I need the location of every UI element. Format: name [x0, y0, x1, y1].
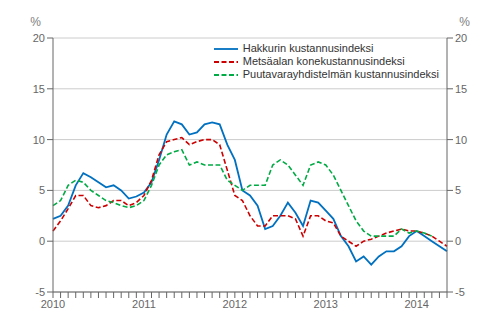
svg-text:10: 10: [33, 134, 45, 146]
svg-text:-5: -5: [35, 286, 45, 298]
html-text:Metsäalan konekustannusindeksi: Metsäalan konekustannusindeksi: [242, 55, 405, 67]
svg-text:2010: 2010: [41, 298, 65, 310]
svg-text:2014: 2014: [404, 298, 428, 310]
svg-text:15: 15: [455, 83, 467, 95]
svg-text:15: 15: [33, 83, 45, 95]
html-text:Hakkurin kustannusindeksi: Hakkurin kustannusindeksi: [242, 42, 374, 54]
svg-text:20: 20: [33, 32, 45, 44]
svg-text:0: 0: [455, 235, 461, 247]
svg-text:0: 0: [39, 235, 45, 247]
svg-text:%: %: [30, 15, 41, 29]
svg-text:5: 5: [455, 184, 461, 196]
svg-text:%: %: [459, 15, 470, 29]
svg-text:2012: 2012: [223, 298, 247, 310]
html-text:Puutavarayhdistelmän kustannus: Puutavarayhdistelmän kustannusindeksi: [242, 68, 439, 80]
svg-text:10: 10: [455, 134, 467, 146]
svg-text:-5: -5: [455, 286, 465, 298]
svg-text:5: 5: [39, 184, 45, 196]
svg-text:2013: 2013: [314, 298, 338, 310]
svg-text:2011: 2011: [132, 298, 156, 310]
svg-text:20: 20: [455, 32, 467, 44]
